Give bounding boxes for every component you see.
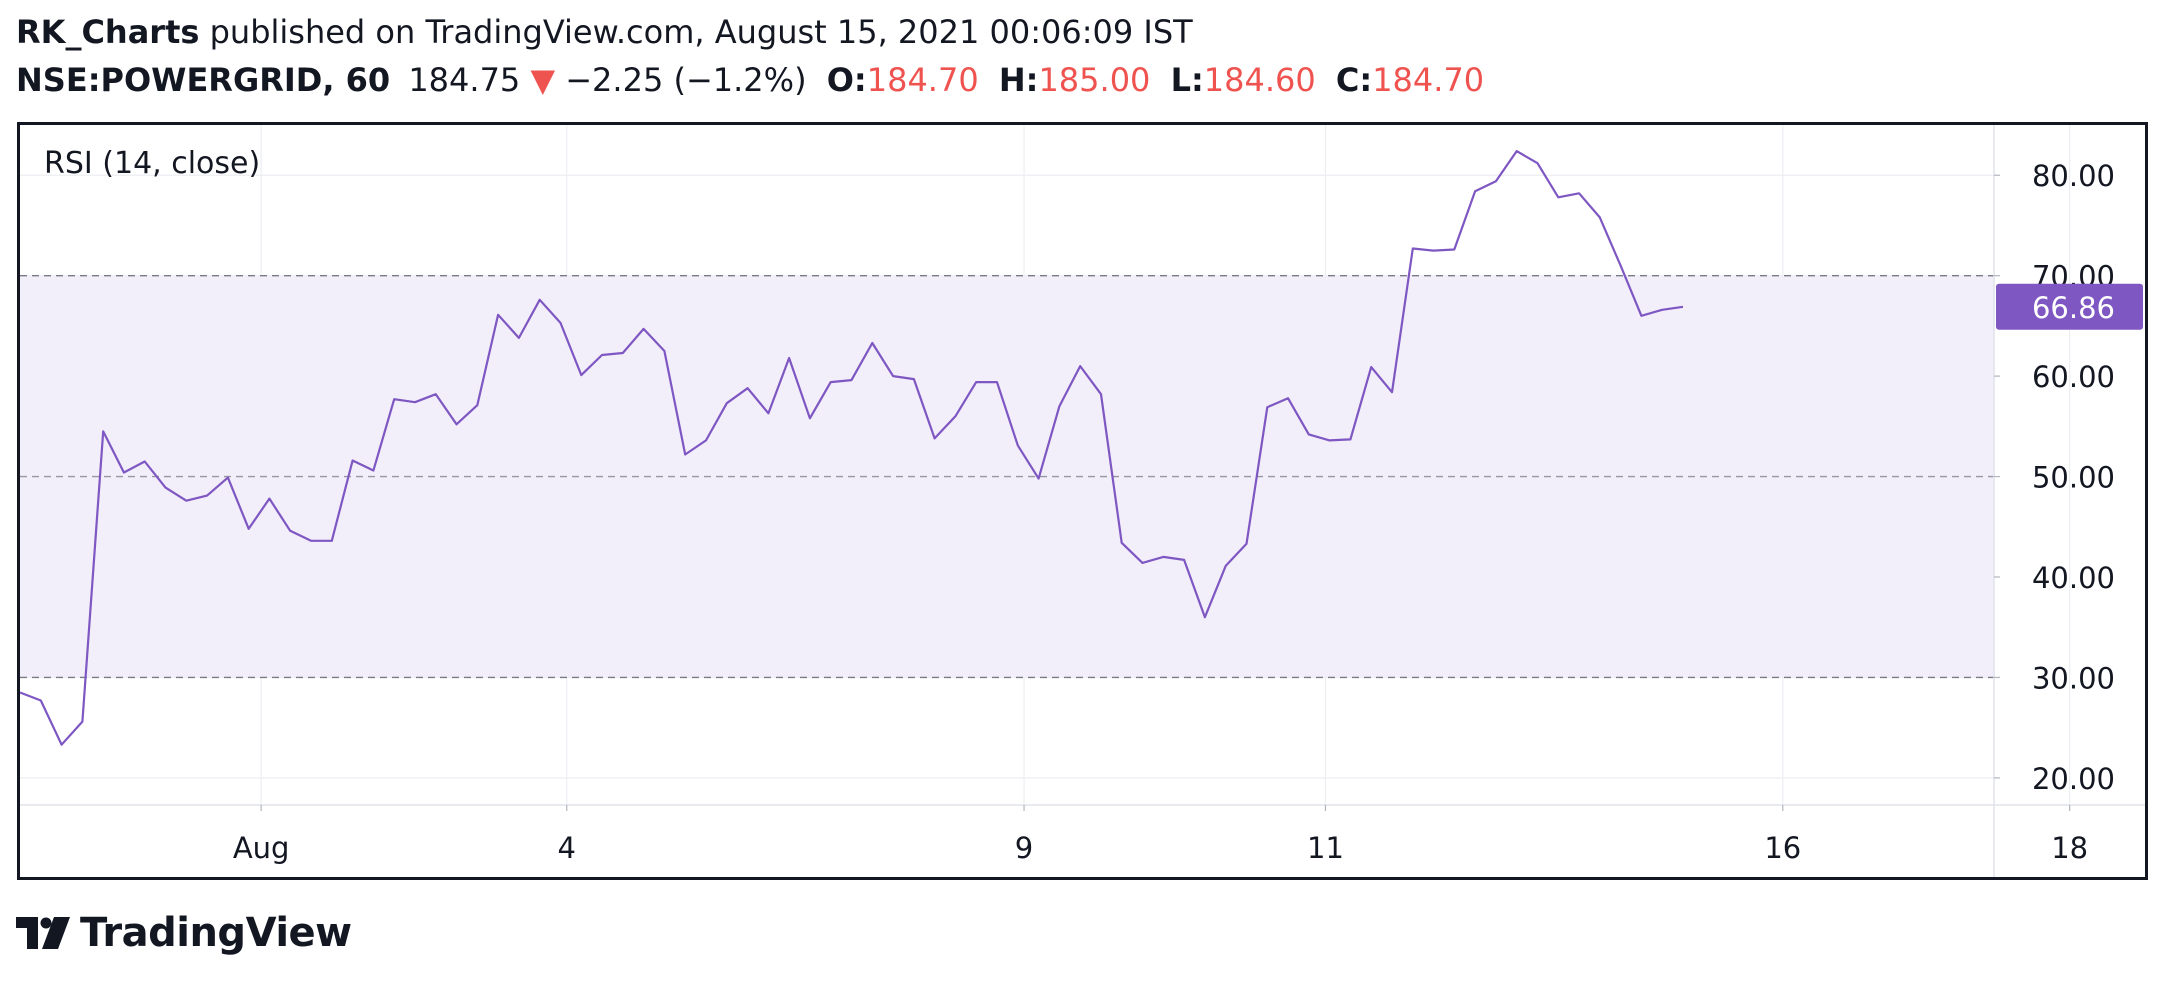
price-change: −2.25 (−1.2%) [565,61,807,99]
rsi-line [20,150,1684,746]
close-label: C: [1335,61,1373,99]
low-label: L: [1170,61,1204,99]
y-tick-label: 20.00 [2032,762,2115,796]
x-tick-label: 4 [557,831,575,865]
low-value: 184.60 [1203,61,1316,99]
high-label: H: [998,61,1039,99]
x-tick-label: 11 [1307,831,1344,865]
y-tick-label: 50.00 [2032,461,2115,495]
x-tick-label: Aug [233,831,290,865]
y-tick-label: 60.00 [2032,360,2115,394]
chart-header: RK_Charts published on TradingView.com, … [0,0,2165,120]
x-tick-label: 9 [1015,831,1033,865]
close-value: 184.70 [1372,61,1485,99]
last-price: 184.75 [408,61,521,99]
tradingview-footer: TradingView [16,908,352,958]
x-tick-label: 18 [2051,831,2088,865]
tradingview-logo-icon [16,917,70,949]
chart-frame: 80.00 70.00 60.00 50.00 40.00 30.00 20.00 Aug 4… [17,122,2148,880]
symbol-label: NSE:POWERGRID, 60 [16,61,391,99]
last-value-badge-bg [1996,283,2143,330]
published-text: published on TradingView.com, August 15,… [199,13,1193,51]
open-label: O: [826,61,867,99]
y-tick-label: 40.00 [2032,561,2115,595]
indicator-legend[interactable]: RSI (14, close) [44,146,260,181]
symbol-info: NSE:POWERGRID, 60 184.75 ▼ −2.25 (−1.2%)… [16,60,1484,100]
open-value: 184.70 [866,61,979,99]
high-value: 185.00 [1038,61,1151,99]
y-tick-label: 30.00 [2032,661,2115,695]
down-arrow-icon: ▼ [530,61,556,99]
time-scale[interactable]: Aug 4 9 11 16 18 [233,805,2088,865]
x-tick-label: 16 [1764,831,1801,865]
last-value-badge-text: 66.86 [2032,291,2115,325]
author-name[interactable]: RK_Charts [16,13,200,51]
y-tick-label: 80.00 [2032,159,2115,193]
tradingview-logo-text: TradingView [80,910,352,956]
last-value-badge: 66.86 [1996,283,2143,330]
publish-info: RK_Charts published on TradingView.com, … [16,12,1193,52]
